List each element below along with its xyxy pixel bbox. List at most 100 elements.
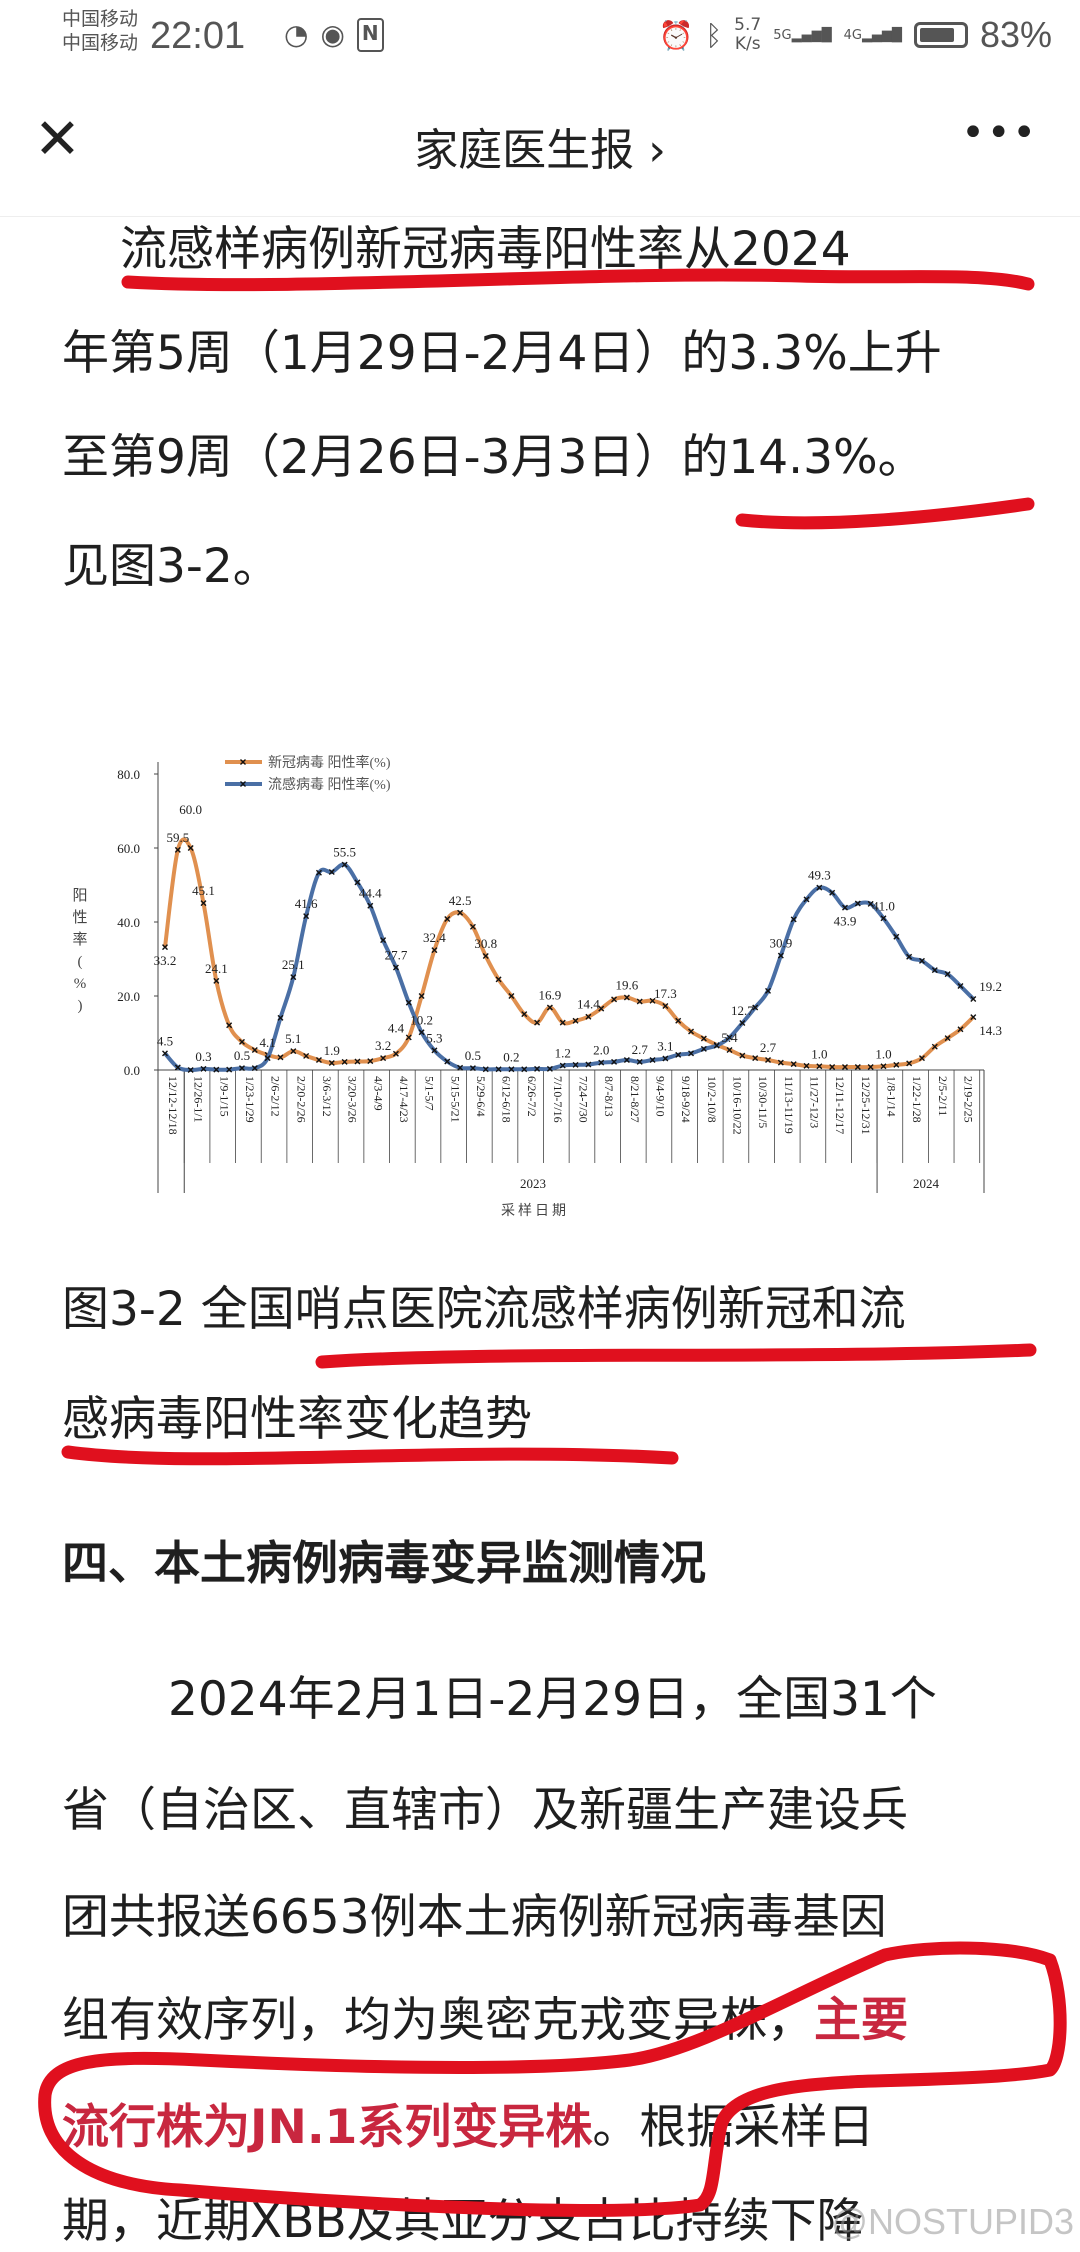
series-0-marker [765, 1057, 772, 1064]
x-tick-label: 10/30-11/5 [756, 1076, 770, 1128]
para1-line4: 见图3-2。 [62, 539, 280, 594]
x-tick-label: 12/12-12/18 [166, 1076, 180, 1135]
series-1-marker [444, 1058, 451, 1065]
data-label: 19.2 [979, 979, 1002, 994]
series-1-marker [508, 1066, 515, 1073]
figure-caption-line1: 图3-2 全国哨点医院流感样病例新冠和流 [62, 1282, 906, 1337]
series-1-marker [829, 889, 836, 896]
data-label: 0.5 [465, 1048, 481, 1063]
data-label: 4.5 [157, 1033, 173, 1048]
x-tick-label: 5/1-5/7 [423, 1076, 437, 1111]
data-label: 2.7 [760, 1040, 777, 1055]
series-1-marker [482, 1066, 489, 1073]
series-1-marker [264, 1055, 271, 1062]
y-tick-label: 0.0 [124, 1063, 140, 1078]
x-tick-label: 1/23-1/29 [243, 1076, 257, 1123]
x-tick-label: 11/27-12/3 [808, 1076, 822, 1128]
x-tick-label: 4/3-4/9 [371, 1076, 385, 1111]
series-0-marker [482, 953, 489, 960]
series-1-marker [200, 1065, 207, 1072]
series-0-marker [508, 993, 515, 999]
series-0-marker [162, 944, 168, 951]
section-heading: 四、本土病例病毒变异监测情况 [62, 1536, 706, 1590]
series-0-marker [623, 994, 630, 1001]
series-0-marker [893, 1061, 900, 1068]
figure-caption-line2: 感病毒阳性率变化趋势 [62, 1392, 532, 1447]
series-0-marker [303, 1052, 310, 1059]
x-tick-label: 7/10-7/16 [551, 1076, 565, 1123]
series-0-marker [829, 1064, 836, 1071]
series-1-marker [777, 952, 784, 959]
data-label: 43.9 [834, 914, 857, 929]
x-tick-label: 6/26-7/2 [525, 1076, 539, 1117]
series-1-marker [893, 933, 900, 940]
legend-label-0: 新冠病毒 阳性率(%) [268, 754, 391, 771]
para2-line1: 2024年2月1日-2月29日，全国31个 [168, 1672, 937, 1727]
y-tick-label: 40.0 [117, 915, 140, 930]
data-label: 30.8 [474, 936, 497, 951]
data-label: 30.9 [769, 936, 792, 951]
series-1-marker [315, 869, 322, 876]
underline-annotation [61, 1445, 679, 1466]
series-0-marker [906, 1060, 913, 1067]
series-0-marker [534, 1019, 541, 1026]
data-label: 41.0 [872, 898, 895, 913]
series-0-marker [841, 1064, 848, 1071]
series-0-marker [200, 900, 207, 907]
series-1-marker [790, 916, 797, 923]
close-button[interactable]: ✕ [34, 107, 81, 172]
series-1-marker [546, 1065, 553, 1072]
para2-line2: 省（自治区、直辖市）及新疆生产建设兵 [62, 1783, 908, 1838]
series-0-marker [752, 1055, 759, 1062]
data-label: 5.3 [426, 1030, 442, 1045]
y-axis-label-char: 率 [72, 931, 87, 948]
para2-line5: 流行株为JN.1系列变异株。根据采样日 [62, 2098, 874, 2158]
legend-label-1: 流感病毒 阳性率(%) [268, 776, 391, 793]
y-axis-label-char: 性 [72, 909, 87, 926]
year-label: 2023 [520, 1176, 546, 1191]
series-1-marker [688, 1050, 695, 1057]
x-tick-label: 1/8-1/14 [884, 1076, 898, 1117]
series-0-marker [931, 1043, 938, 1050]
series-1-marker [405, 999, 412, 1006]
x-tick-label: 11/13-11/19 [782, 1076, 796, 1134]
data-label: 10.2 [410, 1012, 433, 1027]
series-1-marker [611, 1058, 618, 1065]
series-0-marker [636, 998, 643, 1005]
series-0-marker [944, 1035, 951, 1042]
data-label: 44.4 [359, 886, 382, 901]
data-label: 5.1 [285, 1031, 301, 1046]
y-axis-label-char: % [74, 976, 87, 992]
more-menu-button[interactable]: ••• [961, 110, 1038, 156]
series-1-marker [469, 1065, 476, 1072]
data-label: 59.5 [166, 830, 189, 845]
x-tick-label: 9/4-9/10 [654, 1076, 668, 1117]
series-0-marker [918, 1055, 925, 1062]
series-1-marker [649, 1057, 656, 1064]
chevron-right-icon: › [648, 125, 666, 176]
series-1-marker [675, 1051, 682, 1058]
series-0-marker [315, 1057, 322, 1064]
account-title-link[interactable]: 家庭医生报 › [0, 114, 1080, 178]
series-0-marker [341, 1058, 348, 1065]
y-tick-label: 20.0 [117, 989, 140, 1004]
nfc-icon: N [356, 18, 384, 52]
series-0-marker [444, 916, 451, 923]
data-label: 55.5 [333, 845, 356, 860]
series-1-marker [854, 900, 861, 907]
para1-line2: 年第5周（1月29日-2月4日）的3.3%上升 [62, 326, 942, 381]
series-0-marker [418, 993, 425, 999]
data-label: 32.4 [423, 930, 446, 945]
data-label: 25.1 [282, 957, 305, 972]
series-0-marker [739, 1052, 746, 1059]
x-tick-label: 9/18-9/24 [679, 1076, 693, 1123]
series-0-marker [380, 1055, 387, 1062]
series-0-marker [559, 1019, 566, 1026]
series-0-marker [957, 1026, 964, 1033]
net-speed-value: 5.7 [734, 15, 762, 35]
series-1-marker [880, 915, 887, 922]
x-tick-label: 2/19-2/25 [961, 1076, 975, 1123]
x-tick-label: 8/7-8/13 [602, 1076, 616, 1117]
x-tick-label: 6/12-6/18 [500, 1076, 514, 1123]
data-label: 33.2 [154, 953, 177, 968]
